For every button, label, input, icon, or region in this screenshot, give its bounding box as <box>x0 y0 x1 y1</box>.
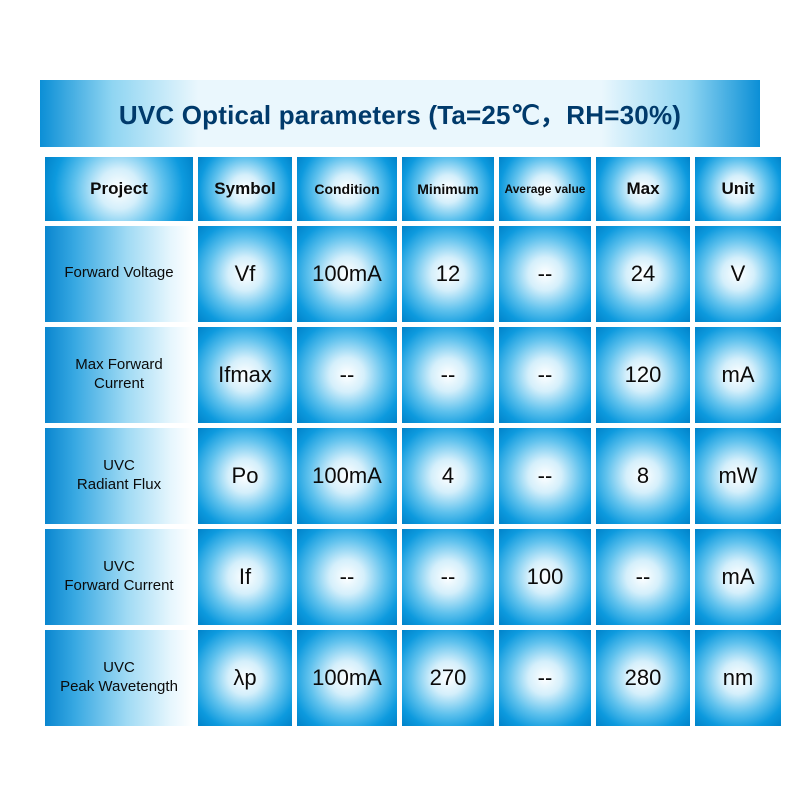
cell-symbol: Vf <box>198 226 292 322</box>
cell-unit: mA <box>695 529 781 625</box>
cell-max: -- <box>596 529 690 625</box>
table-row: Forward Voltage Vf 100mA 12 -- 24 V <box>45 226 781 322</box>
col-unit: Unit <box>695 157 781 221</box>
col-max: Max <box>596 157 690 221</box>
col-symbol: Symbol <box>198 157 292 221</box>
cell-unit: mA <box>695 327 781 423</box>
cell-average: -- <box>499 327 591 423</box>
table-row: UVCRadiant Flux Po 100mA 4 -- 8 mW <box>45 428 781 524</box>
col-minimum: Minimum <box>402 157 494 221</box>
cell-max: 8 <box>596 428 690 524</box>
cell-project: Max ForwardCurrent <box>45 327 193 423</box>
col-average: Average value <box>499 157 591 221</box>
cell-condition: -- <box>297 529 397 625</box>
cell-project: UVCPeak Wavetength <box>45 630 193 726</box>
cell-minimum: 270 <box>402 630 494 726</box>
table-header-row: Project Symbol Condition Minimum Average… <box>45 157 781 221</box>
cell-condition: -- <box>297 327 397 423</box>
cell-symbol: Po <box>198 428 292 524</box>
cell-average: 100 <box>499 529 591 625</box>
cell-average: -- <box>499 630 591 726</box>
cell-symbol: Ifmax <box>198 327 292 423</box>
spec-sheet: UVC Optical parameters (Ta=25℃，RH=30%) P… <box>40 70 760 731</box>
page-title: UVC Optical parameters (Ta=25℃，RH=30%) <box>119 95 681 132</box>
cell-minimum: 12 <box>402 226 494 322</box>
table-row: UVCForward Current If -- -- 100 -- mA <box>45 529 781 625</box>
col-project: Project <box>45 157 193 221</box>
cell-average: -- <box>499 226 591 322</box>
cell-unit: nm <box>695 630 781 726</box>
col-condition: Condition <box>297 157 397 221</box>
spec-table: Project Symbol Condition Minimum Average… <box>40 152 786 731</box>
cell-project: UVCRadiant Flux <box>45 428 193 524</box>
cell-project: Forward Voltage <box>45 226 193 322</box>
cell-condition: 100mA <box>297 428 397 524</box>
cell-condition: 100mA <box>297 630 397 726</box>
cell-project: UVCForward Current <box>45 529 193 625</box>
cell-average: -- <box>499 428 591 524</box>
cell-minimum: -- <box>402 327 494 423</box>
cell-minimum: -- <box>402 529 494 625</box>
cell-unit: V <box>695 226 781 322</box>
cell-minimum: 4 <box>402 428 494 524</box>
cell-symbol: λp <box>198 630 292 726</box>
table-row: UVCPeak Wavetength λp 100mA 270 -- 280 n… <box>45 630 781 726</box>
cell-unit: mW <box>695 428 781 524</box>
table-row: Max ForwardCurrent Ifmax -- -- -- 120 mA <box>45 327 781 423</box>
cell-max: 24 <box>596 226 690 322</box>
cell-condition: 100mA <box>297 226 397 322</box>
title-bar: UVC Optical parameters (Ta=25℃，RH=30%) <box>40 80 760 152</box>
cell-max: 280 <box>596 630 690 726</box>
cell-symbol: If <box>198 529 292 625</box>
cell-max: 120 <box>596 327 690 423</box>
